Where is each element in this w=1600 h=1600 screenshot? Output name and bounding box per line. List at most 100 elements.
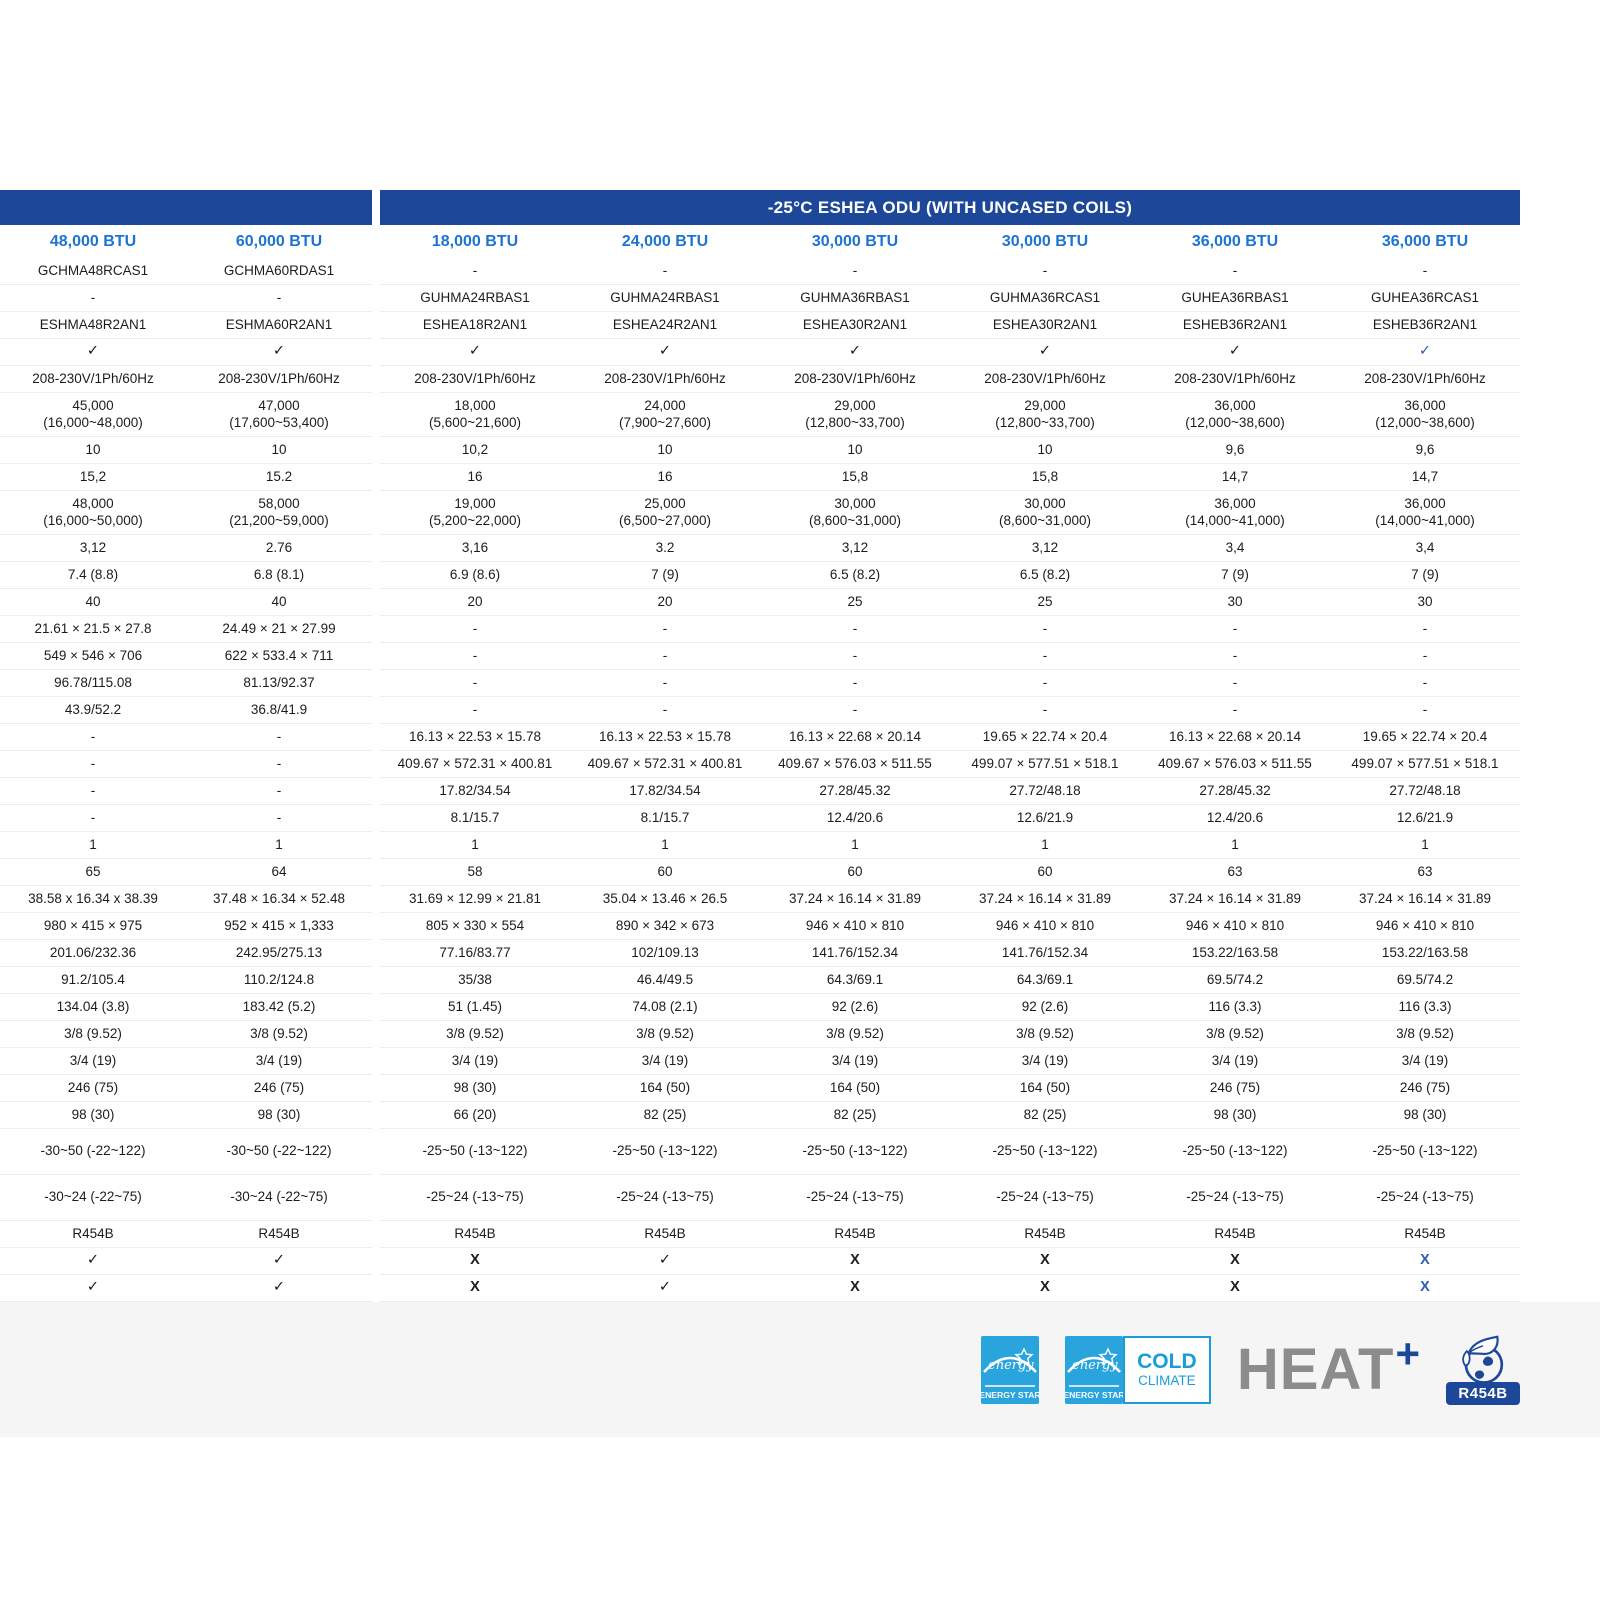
- table-cell: -: [0, 285, 186, 312]
- table-row: 3,12 2.76 3,16 3.2 3,12 3,12 3,4 3,4: [0, 535, 1520, 562]
- table-cell: 30: [1330, 589, 1520, 616]
- table-cell: -: [0, 751, 186, 778]
- table-cell: 409.67 × 576.03 × 511.55: [760, 751, 950, 778]
- table-cell: 43.9/52.2: [0, 697, 186, 724]
- table-row: - -409.67 × 572.31 × 400.81 409.67 × 572.3…: [0, 751, 1520, 778]
- heat-plus-sign: +: [1395, 1329, 1420, 1377]
- table-cell: -: [950, 258, 1140, 285]
- eshea-odu-header-bar: -25°C ESHEA ODU (WITH UNCASED COILS): [380, 190, 1520, 225]
- table-cell: R454B: [0, 1221, 186, 1248]
- table-cell: 110.2/124.8: [186, 967, 372, 994]
- section-gap: [372, 190, 380, 225]
- table-cell: 15.2: [186, 464, 372, 491]
- table-row: - - GUHMA24RBAS1 GUHMA24RBAS1 GUHMA36RBAS1 GU…: [0, 285, 1520, 312]
- table-cell: ESHEA24R2AN1: [570, 312, 760, 339]
- table-cell: ✓: [570, 339, 760, 366]
- table-cell: -: [186, 751, 372, 778]
- heat-plus-logo: HEAT +: [1236, 1332, 1420, 1402]
- table-cell: 35.04 × 13.46 × 26.5: [570, 886, 760, 913]
- table-cell: -: [380, 258, 570, 285]
- table-cell: -: [0, 805, 186, 832]
- table-cell: 25: [950, 589, 1140, 616]
- table-cell: 3.2: [570, 535, 760, 562]
- table-cell: 208-230V/1Ph/60Hz: [380, 366, 570, 393]
- table-row: 43.9/52.2 36.8/41.9- - - - - -: [0, 697, 1520, 724]
- table-cell: X: [760, 1275, 950, 1302]
- table-cell: 82 (25): [570, 1102, 760, 1129]
- table-cell: -25~24 (-13~75): [1140, 1175, 1330, 1221]
- table-cell: -25~50 (-13~122): [570, 1129, 760, 1175]
- table-cell: 60: [570, 859, 760, 886]
- energy-star-icon: energy ENERGY STAR: [1064, 1335, 1123, 1404]
- table-cell: 58: [380, 859, 570, 886]
- section-gap: [372, 1221, 380, 1248]
- svg-text:energy: energy: [1072, 1358, 1118, 1373]
- table-cell: 37.24 × 16.14 × 31.89: [950, 886, 1140, 913]
- table-cell: 102/109.13: [570, 940, 760, 967]
- svg-text:energy: energy: [988, 1358, 1034, 1373]
- table-cell: 246 (75): [1140, 1075, 1330, 1102]
- table-row: -30~24 (-22~75) -30~24 (-22~75) -25~24 (-1…: [0, 1175, 1520, 1221]
- table-cell: -: [570, 616, 760, 643]
- table-cell: -: [0, 724, 186, 751]
- table-cell: 63: [1330, 859, 1520, 886]
- table-cell: 17.82/34.54: [570, 778, 760, 805]
- column-header-cell: 18,000 BTU: [431, 232, 519, 250]
- table-cell: ✓: [0, 1248, 186, 1275]
- table-cell: 10: [0, 437, 186, 464]
- table-cell: 30,000 (8,600~31,000): [950, 491, 1140, 535]
- table-cell: 242.95/275.13: [186, 940, 372, 967]
- table-cell: 36,000 (14,000~41,000): [1140, 491, 1330, 535]
- heat-plus-text: HEAT: [1236, 1336, 1395, 1402]
- table-cell: ✓: [186, 1275, 372, 1302]
- table-cell: 16: [380, 464, 570, 491]
- table-cell: 201.06/232.36: [0, 940, 186, 967]
- table-cell: ✓: [0, 1275, 186, 1302]
- table-cell: 36.8/41.9: [186, 697, 372, 724]
- table-cell: 45,000 (16,000~48,000): [0, 393, 186, 437]
- table-row: 7.4 (8.8) 6.8 (8.1) 6.9 (8.6) 7 (9) 6.5 (8.2…: [0, 562, 1520, 589]
- table-row: 980 × 415 × 975 952 × 415 × 1,333 805 × 33…: [0, 913, 1520, 940]
- section-gap: [372, 589, 380, 616]
- table-cell: 25,000 (6,500~27,000): [570, 491, 760, 535]
- table-cell: 36,000 (12,000~38,600): [1330, 393, 1520, 437]
- table-cell: 499.07 × 577.51 × 518.1: [950, 751, 1140, 778]
- spec-table-rows: 48,000 BTU 60,000 BTU 18,000 BTU 24,000 BTU…: [0, 225, 1520, 1302]
- table-cell: -30~50 (-22~122): [186, 1129, 372, 1175]
- section-gap: [372, 697, 380, 724]
- table-cell: 183.42 (5.2): [186, 994, 372, 1021]
- certification-footer: energy ENERGY STAR energy ENERGY STAR CO…: [0, 1302, 1600, 1437]
- table-cell: 7 (9): [1330, 562, 1520, 589]
- table-cell: 3/4 (19): [570, 1048, 760, 1075]
- section-gap: [372, 1021, 380, 1048]
- table-cell: 98 (30): [380, 1075, 570, 1102]
- table-cell: ESHEA30R2AN1: [760, 312, 950, 339]
- table-cell: 3/8 (9.52): [0, 1021, 186, 1048]
- table-cell: 246 (75): [1330, 1075, 1520, 1102]
- table-cell: ✓: [186, 1248, 372, 1275]
- table-row: 45,000 (16,000~48,000) 47,000 (17,600~53,…: [0, 393, 1520, 437]
- section-gap: [372, 994, 380, 1021]
- table-cell: -: [1140, 616, 1330, 643]
- table-cell: 10: [186, 437, 372, 464]
- table-cell: 69.5/74.2: [1330, 967, 1520, 994]
- table-cell: R454B: [1140, 1221, 1330, 1248]
- table-cell: 92 (2.6): [760, 994, 950, 1021]
- table-row: 246 (75) 246 (75) 98 (30) 164 (50) 164 (50) 1…: [0, 1075, 1520, 1102]
- table-cell: 805 × 330 × 554: [380, 913, 570, 940]
- table-cell: 27.72/48.18: [1330, 778, 1520, 805]
- table-cell: X: [950, 1275, 1140, 1302]
- table-cell: -: [380, 643, 570, 670]
- section-gap: [372, 1175, 380, 1221]
- r454b-badge: R454B: [1446, 1335, 1520, 1405]
- table-cell: 27.72/48.18: [950, 778, 1140, 805]
- table-cell: 3/8 (9.52): [380, 1021, 570, 1048]
- table-cell: 31.69 × 12.99 × 21.81: [380, 886, 570, 913]
- table-row: 40 40 20 20 25 25 30 30: [0, 589, 1520, 616]
- table-cell: 98 (30): [1330, 1102, 1520, 1129]
- table-cell: 82 (25): [950, 1102, 1140, 1129]
- section-gap: [372, 437, 380, 464]
- table-cell: 69.5/74.2: [1140, 967, 1330, 994]
- table-row: 98 (30) 98 (30) 66 (20) 82 (25) 82 (25) 82 (2…: [0, 1102, 1520, 1129]
- svg-text:ENERGY STAR: ENERGY STAR: [981, 1390, 1039, 1400]
